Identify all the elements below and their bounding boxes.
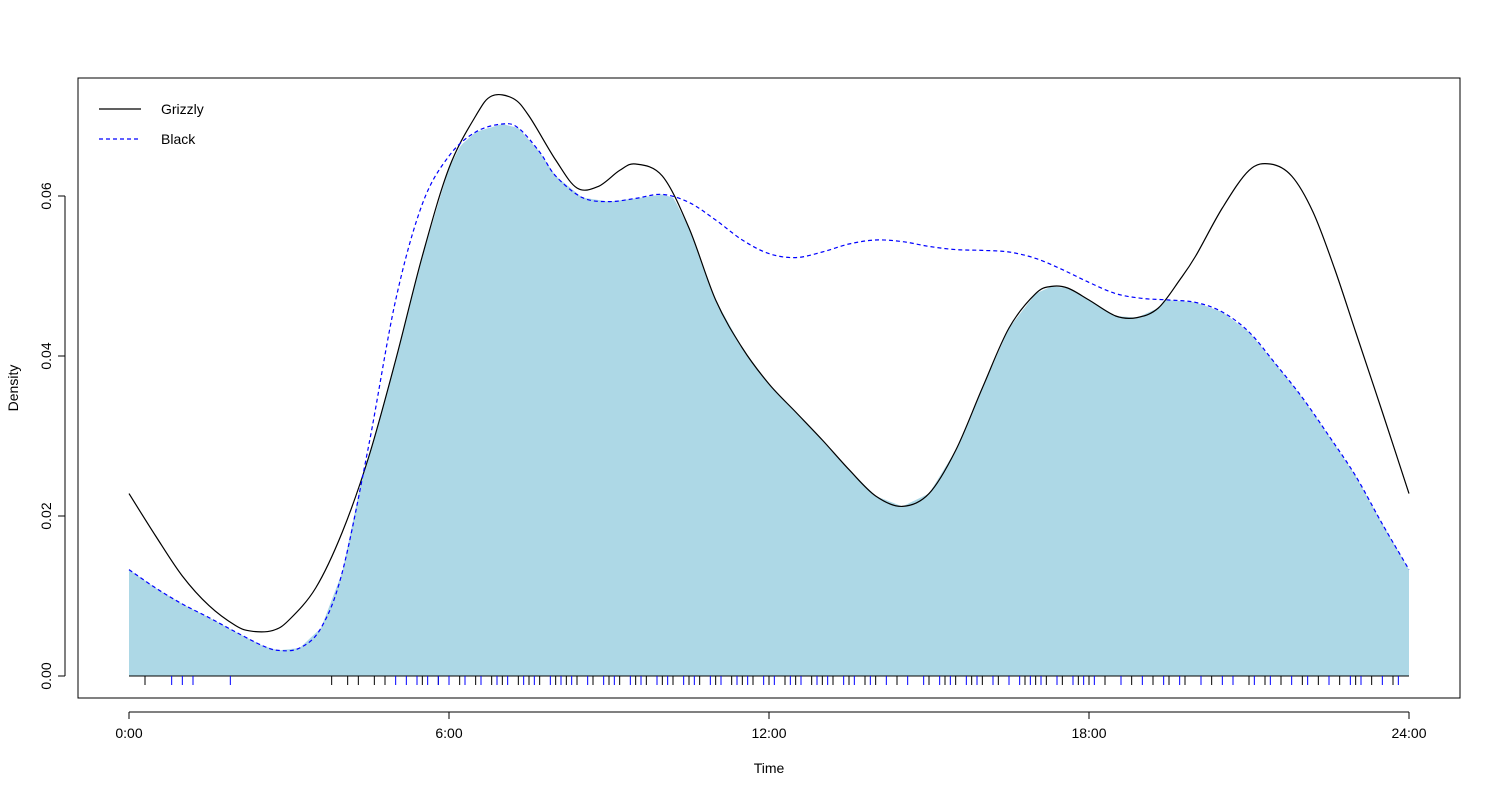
axis-layer: 0:00 6:00 12:00 18:00 24:00 0.00 0.02 0.04 0.06	[38, 182, 1427, 741]
y-tick-label: 0.06	[38, 182, 54, 209]
plot-frame	[77, 77, 1461, 699]
y-axis-title: Density	[5, 365, 21, 412]
series-line-grizzly	[128, 93, 1410, 633]
y-tick-label: 0.00	[38, 662, 54, 689]
legend-label-grizzly: Grizzly	[161, 101, 204, 117]
series-layer	[128, 93, 1410, 652]
x-tick-label: 18:00	[1071, 725, 1106, 741]
legend-label-black: Black	[161, 131, 196, 147]
series-line-black	[128, 123, 1410, 652]
x-tick-label: 12:00	[751, 725, 786, 741]
x-tick-label: 6:00	[435, 725, 462, 741]
x-axis-title: Time	[754, 760, 785, 776]
overlap-area-layer	[129, 124, 1409, 677]
x-tick-label: 0:00	[115, 725, 142, 741]
y-tick-label: 0.02	[38, 502, 54, 529]
rug-layer	[144, 676, 1399, 685]
y-tick-label: 0.04	[38, 342, 54, 369]
x-tick-label: 24:00	[1391, 725, 1426, 741]
overlap-area	[129, 124, 1409, 676]
legend: Grizzly Black	[99, 101, 204, 147]
